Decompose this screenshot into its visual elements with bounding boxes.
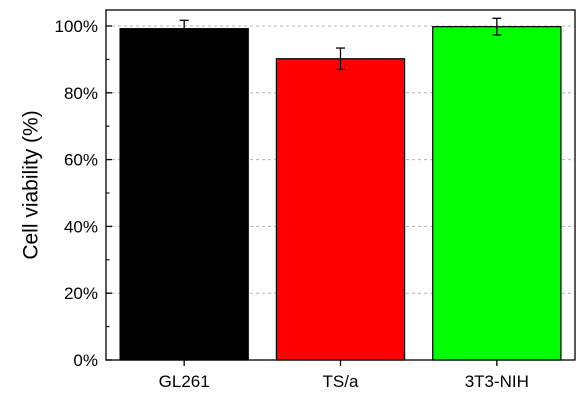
y-axis-ticks: 0% 20% 40% 60% 80% 100% (55, 17, 112, 370)
y-tick-label: 80% (64, 84, 98, 103)
y-tick-label: 40% (64, 217, 98, 236)
x-tick-label: 3T3-NIH (465, 372, 529, 391)
bar-gl261 (119, 28, 249, 361)
y-tick-label: 60% (64, 151, 98, 170)
bar-ts-a (275, 58, 406, 361)
bars (119, 26, 562, 361)
y-tick-label: 20% (64, 284, 98, 303)
x-tick-label: TS/a (323, 372, 359, 391)
y-tick-label: 100% (55, 17, 98, 36)
x-axis-ticks: GL261 TS/a 3T3-NIH (159, 360, 529, 391)
y-tick-label: 0% (73, 351, 98, 370)
x-tick-label: GL261 (159, 372, 210, 391)
bar-3t3-nih (432, 26, 562, 361)
y-axis-title: Cell viability (%) (19, 110, 42, 259)
error-bars (179, 17, 502, 71)
